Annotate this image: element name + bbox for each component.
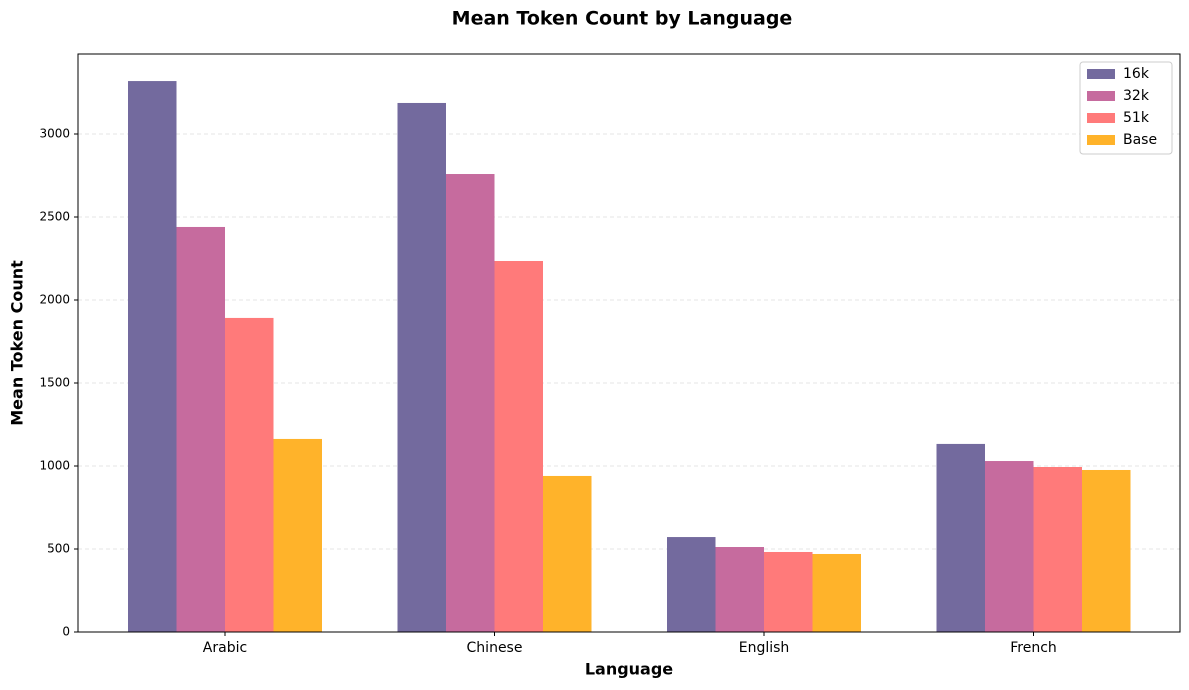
bar — [273, 438, 322, 632]
y-tick-label: 3000 — [39, 127, 70, 141]
x-tick-label: French — [1010, 640, 1057, 656]
x-tick-label: Chinese — [467, 640, 523, 656]
legend-label: 51k — [1123, 110, 1150, 126]
bar — [715, 547, 764, 632]
y-tick-label: 0 — [62, 625, 70, 639]
y-tick-label: 1000 — [39, 459, 70, 473]
legend-label: Base — [1123, 132, 1157, 148]
bar — [936, 443, 985, 632]
y-tick-label: 1500 — [39, 376, 70, 390]
y-tick-label: 2500 — [39, 210, 70, 224]
x-tick-label: Arabic — [203, 640, 247, 656]
legend-label: 32k — [1123, 88, 1150, 104]
legend-swatch — [1087, 113, 1115, 123]
bar — [176, 226, 225, 632]
bar — [397, 102, 446, 632]
x-axis-label: Language — [585, 660, 673, 679]
bar — [225, 317, 274, 632]
bar — [494, 260, 543, 632]
bar — [812, 553, 861, 632]
chart-title: Mean Token Count by Language — [452, 8, 793, 30]
bar — [543, 475, 592, 632]
bar — [128, 81, 177, 633]
legend-box — [1079, 61, 1173, 155]
bar — [446, 174, 495, 632]
y-tick-label: 2000 — [39, 293, 70, 307]
y-tick-label: 500 — [47, 542, 70, 556]
bar — [985, 461, 1034, 632]
bar — [764, 551, 813, 632]
legend-swatch — [1087, 91, 1115, 101]
legend-swatch — [1087, 135, 1115, 145]
bar — [1033, 466, 1082, 632]
legend-swatch — [1087, 69, 1115, 79]
bar — [667, 537, 716, 632]
bar — [1082, 469, 1131, 632]
legend-label: 16k — [1123, 66, 1150, 82]
plot-frame — [77, 53, 1181, 633]
y-axis-label: Mean Token Count — [8, 260, 27, 426]
x-tick-label: English — [739, 640, 790, 656]
